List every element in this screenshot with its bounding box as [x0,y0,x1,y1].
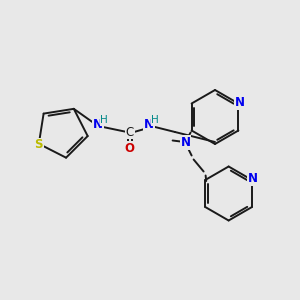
Text: H: H [100,115,108,125]
Text: N: N [234,96,244,109]
Text: N: N [248,172,258,185]
Text: C: C [126,125,134,139]
Text: N: N [93,118,103,130]
Text: S: S [34,138,43,151]
Text: N: N [144,118,154,130]
Text: H: H [151,115,159,125]
Text: O: O [124,142,134,154]
Text: N: N [181,136,190,149]
